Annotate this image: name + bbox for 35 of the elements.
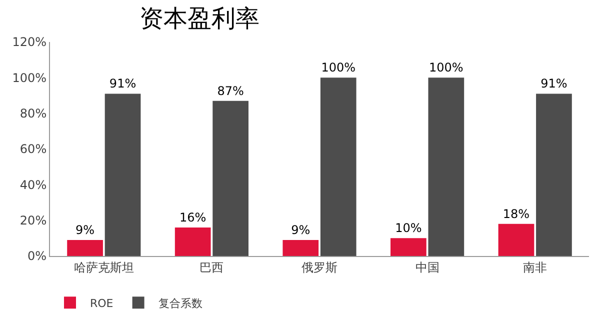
data-label: 9%	[76, 222, 95, 237]
data-label: 100%	[321, 60, 356, 75]
bar	[67, 240, 103, 256]
data-label: 91%	[109, 76, 136, 91]
y-tick-label: 40%	[20, 178, 47, 192]
x-tick-label: 哈萨克斯坦	[74, 260, 134, 274]
bar	[390, 238, 426, 256]
y-tick-label: 0%	[28, 249, 47, 264]
y-tick-label: 20%	[20, 214, 47, 228]
y-tick-label: 60%	[20, 142, 47, 156]
data-label: 9%	[291, 222, 310, 237]
x-tick-label: 南非	[523, 260, 548, 274]
bar	[536, 94, 572, 256]
y-tick-label: 100%	[12, 70, 47, 85]
data-label: 87%	[217, 84, 244, 98]
chart-title: 资本盈利率	[139, 4, 260, 33]
bar	[428, 78, 464, 256]
x-tick-label: 中国	[415, 260, 440, 274]
bar	[212, 100, 248, 256]
data-label: 91%	[540, 76, 568, 91]
data-label: 10%	[395, 221, 422, 236]
x-tick-label: 俄罗斯	[302, 260, 338, 274]
bar	[498, 224, 534, 256]
data-label: 18%	[502, 206, 530, 221]
y-tick-label: 80%	[20, 106, 47, 121]
y-tick-label: 120%	[12, 35, 47, 50]
data-label: 16%	[180, 210, 206, 224]
bar	[282, 240, 319, 256]
bar	[174, 227, 211, 256]
x-tick-label: 巴西	[200, 260, 224, 274]
bar	[320, 78, 356, 256]
legend-label: ROE	[90, 296, 114, 310]
data-label: 100%	[429, 60, 464, 75]
legend-label: 复合系数	[158, 296, 202, 310]
bar	[104, 94, 141, 256]
